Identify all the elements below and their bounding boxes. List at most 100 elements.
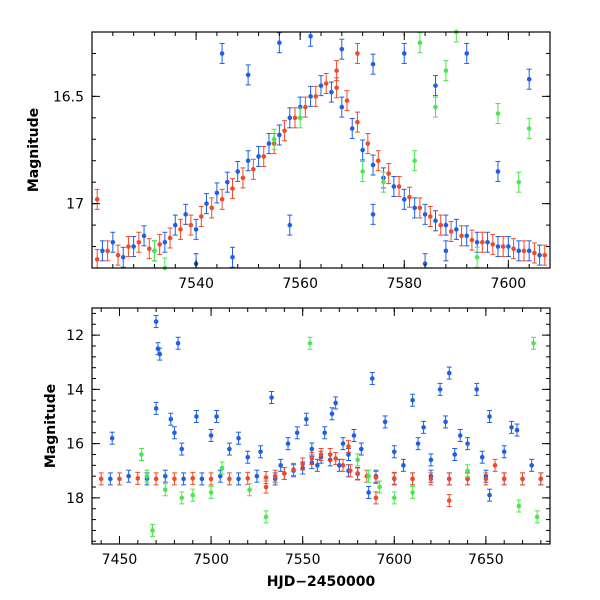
top-data-point-red — [219, 188, 225, 210]
bottom-data-point-blue — [303, 412, 309, 426]
top-data-point-red — [188, 214, 194, 236]
top-data-point-blue — [287, 107, 293, 129]
top-data-point-red — [438, 214, 444, 236]
bottom-data-point-blue — [179, 442, 185, 456]
bottom-data-point-blue — [236, 472, 242, 486]
bottom-data-point-blue — [171, 426, 177, 440]
top-data-point-blue — [370, 154, 376, 176]
bottom-y-tick-label: 18 — [66, 491, 84, 507]
bottom-data-point-blue — [109, 431, 115, 445]
bottom-data-point-red — [245, 471, 251, 485]
top-y-tick-label: 17 — [66, 197, 84, 213]
bottom-data-point-blue — [236, 431, 242, 445]
top-data-point-red — [511, 238, 517, 260]
top-data-point-blue — [401, 188, 407, 210]
top-data-point-red — [396, 175, 402, 197]
bottom-data-point-green — [144, 469, 150, 483]
bottom-data-point-red — [208, 472, 214, 486]
top-data-point-red — [427, 206, 433, 228]
top-data-point-green — [495, 103, 501, 125]
top-data-point-red — [125, 236, 131, 258]
bottom-x-tick-label: 7650 — [468, 552, 504, 568]
top-data-point-red — [386, 163, 392, 185]
top-panel-data — [94, 29, 548, 271]
bottom-data-point-red — [373, 471, 379, 485]
top-data-point-red — [302, 96, 308, 118]
bottom-data-point-red — [538, 472, 544, 486]
bottom-data-point-blue — [181, 472, 187, 486]
bottom-data-point-green — [190, 488, 196, 502]
bottom-data-point-red — [171, 472, 177, 486]
top-data-point-red — [490, 233, 496, 255]
top-data-point-blue — [318, 75, 324, 97]
bottom-data-point-green — [366, 469, 372, 483]
bottom-data-point-blue — [509, 420, 515, 434]
top-data-point-blue — [287, 214, 293, 236]
bottom-data-point-red — [272, 469, 278, 483]
bottom-data-point-blue — [474, 382, 480, 396]
bottom-data-point-green — [247, 483, 253, 497]
top-data-point-red — [500, 236, 506, 258]
top-data-point-red — [115, 244, 121, 266]
bottom-data-point-blue — [400, 458, 406, 472]
bottom-data-point-blue — [126, 469, 132, 483]
top-data-point-blue — [526, 240, 532, 262]
bottom-data-point-red — [446, 494, 452, 508]
bottom-data-point-red — [300, 457, 306, 471]
top-data-point-red — [230, 178, 236, 200]
top-data-point-blue — [464, 42, 470, 64]
top-data-point-blue — [224, 171, 230, 193]
top-data-point-blue — [370, 203, 376, 225]
top-data-point-blue — [433, 75, 438, 97]
top-data-point-red — [94, 188, 100, 210]
bottom-data-point-red — [446, 472, 452, 486]
bottom-data-point-red — [226, 472, 232, 486]
top-data-point-blue — [120, 246, 126, 268]
top-data-point-blue — [443, 214, 449, 236]
bottom-data-point-blue — [294, 426, 300, 440]
bottom-data-point-red — [291, 462, 297, 476]
bottom-data-point-red — [355, 467, 361, 481]
bottom-data-point-green — [149, 523, 155, 537]
top-data-point-blue — [453, 218, 459, 240]
bottom-data-point-green — [410, 485, 416, 499]
top-data-point-blue — [308, 31, 314, 47]
bottom-data-point-blue — [382, 415, 388, 429]
bottom-y-tick-label: 12 — [66, 328, 84, 344]
bottom-data-point-blue — [168, 412, 174, 426]
top-data-point-blue — [193, 218, 199, 240]
bottom-data-point-red — [98, 472, 104, 486]
bottom-data-point-blue — [329, 407, 335, 421]
bottom-data-point-red — [327, 447, 333, 461]
bottom-data-point-red — [153, 472, 159, 486]
top-data-point-red — [209, 197, 215, 219]
bottom-data-point-green — [263, 510, 269, 524]
top-data-point-red — [354, 42, 360, 64]
bottom-data-point-blue — [391, 445, 397, 459]
bottom-data-point-red — [501, 472, 507, 486]
bottom-data-point-red — [135, 471, 141, 485]
top-panel: 7540 7560 7580 7600 16.5 17 Magnitude — [26, 29, 551, 292]
bottom-data-point-blue — [245, 450, 251, 464]
top-x-tick-label: 7580 — [386, 276, 422, 292]
top-data-point-blue — [339, 38, 345, 60]
bottom-data-point-blue — [366, 485, 372, 499]
top-data-point-red — [167, 227, 173, 249]
top-data-point-blue — [131, 236, 137, 258]
top-data-point-blue — [443, 240, 449, 262]
top-data-point-red — [261, 145, 267, 167]
bottom-data-point-blue — [452, 447, 458, 461]
bottom-data-point-blue — [333, 396, 339, 410]
top-data-point-blue — [505, 236, 511, 258]
top-data-point-red — [198, 206, 204, 228]
bottom-data-point-red — [263, 480, 269, 494]
bottom-data-point-blue — [107, 472, 113, 486]
top-data-point-green — [417, 32, 423, 54]
bottom-data-point-blue — [193, 410, 199, 424]
top-data-point-red — [292, 107, 298, 129]
top-data-point-red — [250, 158, 256, 180]
top-data-point-red — [313, 85, 319, 107]
bottom-data-point-blue — [479, 450, 485, 464]
bottom-data-point-red — [428, 472, 434, 486]
